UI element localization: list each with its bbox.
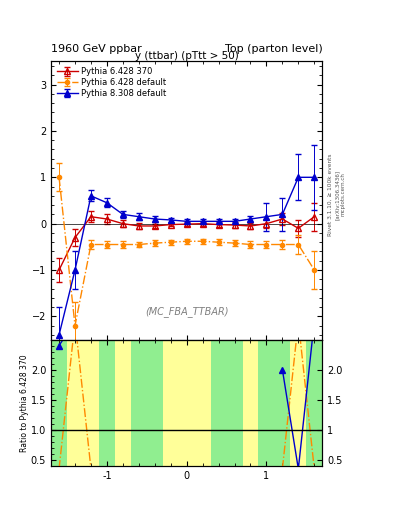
Bar — [83, 339, 99, 466]
Title: y (ttbar) (pTtt > 50): y (ttbar) (pTtt > 50) — [135, 51, 239, 60]
Text: Top (parton level): Top (parton level) — [224, 44, 322, 54]
Bar — [99, 339, 115, 466]
Text: [arXiv:1306.3436]: [arXiv:1306.3436] — [335, 169, 340, 220]
Bar — [51, 339, 67, 466]
Text: 1960 GeV ppbar: 1960 GeV ppbar — [51, 44, 142, 54]
Bar — [226, 339, 242, 466]
Bar — [163, 339, 179, 466]
Bar — [242, 339, 259, 466]
Bar — [259, 339, 274, 466]
Y-axis label: Ratio to Pythia 6.428 370: Ratio to Pythia 6.428 370 — [20, 354, 29, 452]
Bar — [290, 339, 306, 466]
Bar — [211, 339, 226, 466]
Bar — [195, 339, 211, 466]
Text: Rivet 3.1.10, ≥ 100k events: Rivet 3.1.10, ≥ 100k events — [328, 153, 333, 236]
Text: mcplots.cern.ch: mcplots.cern.ch — [341, 173, 346, 217]
Bar — [131, 339, 147, 466]
Bar — [274, 339, 290, 466]
Legend: Pythia 6.428 370, Pythia 6.428 default, Pythia 8.308 default: Pythia 6.428 370, Pythia 6.428 default, … — [55, 66, 168, 99]
Bar — [306, 339, 322, 466]
Text: (MC_FBA_TTBAR): (MC_FBA_TTBAR) — [145, 306, 228, 317]
Bar — [147, 339, 163, 466]
Bar — [115, 339, 131, 466]
Bar — [67, 339, 83, 466]
Bar — [179, 339, 195, 466]
